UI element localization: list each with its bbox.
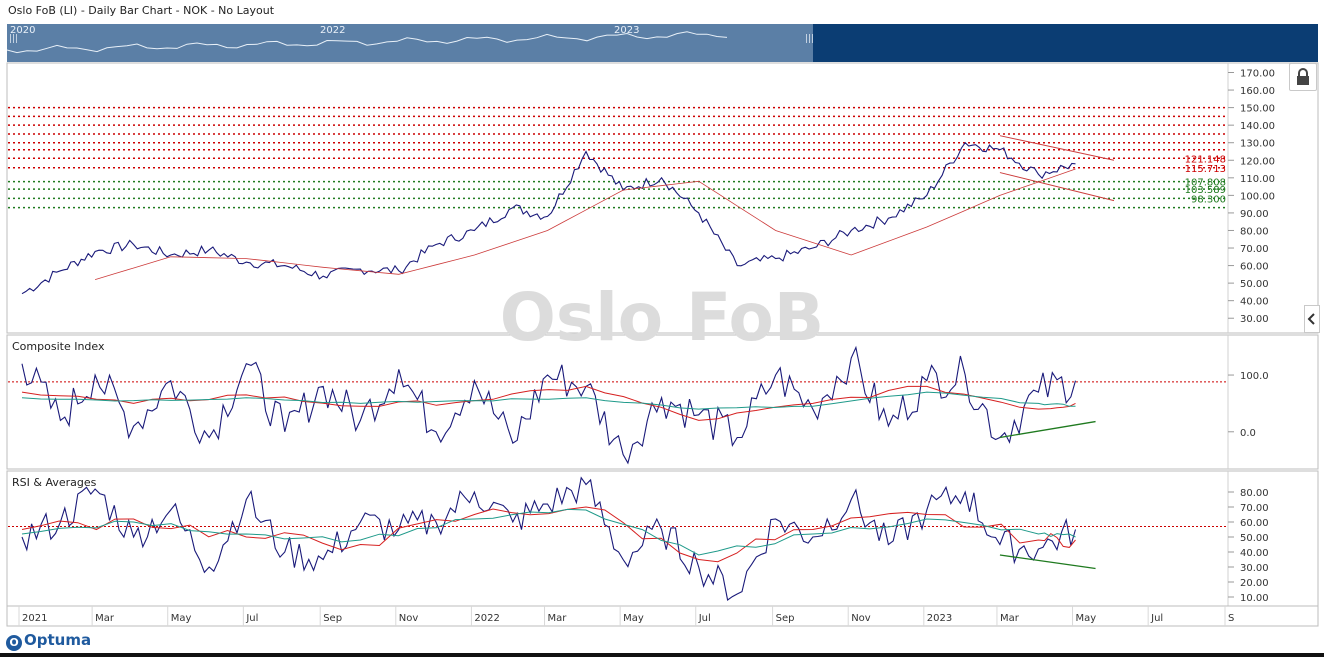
chevron-left-icon bbox=[1307, 313, 1315, 325]
time-label: 2022 bbox=[474, 613, 499, 624]
time-label: Jul bbox=[245, 613, 258, 624]
optuma-icon: O bbox=[6, 635, 22, 651]
time-label: Sep bbox=[776, 613, 795, 624]
time-axis: 2021 Mar May Jul Sep Nov 2022 Mar May Jul Sep Nov 20… bbox=[6, 605, 1319, 627]
time-label: May bbox=[171, 613, 192, 624]
navigator-sparkline bbox=[7, 31, 728, 54]
composite-panel: 100.0 0.0 Composite Index bbox=[8, 340, 1269, 465]
level-label: 103.589 bbox=[1185, 185, 1226, 196]
time-label: Mar bbox=[95, 613, 115, 624]
y-tick-label: 140.00 bbox=[1240, 121, 1275, 132]
panel-title: Composite Index bbox=[12, 340, 105, 353]
y-tick-label: 50.00 bbox=[1240, 533, 1269, 544]
brand-name: Optuma bbox=[24, 631, 92, 649]
y-tick-label: 80.00 bbox=[1240, 488, 1269, 499]
y-tick-label: 70.00 bbox=[1240, 244, 1269, 255]
y-tick-label: 160.00 bbox=[1240, 86, 1275, 97]
time-label: Sep bbox=[323, 613, 342, 624]
divergence-line bbox=[999, 554, 1096, 570]
time-axis-frame bbox=[6, 605, 1319, 627]
moving-average-line bbox=[94, 168, 1076, 280]
channel-upper bbox=[999, 135, 1115, 161]
time-label: Nov bbox=[851, 613, 871, 624]
panel-frame bbox=[6, 334, 1319, 470]
panel-frame bbox=[6, 62, 1319, 334]
rsi-panel: 80.00 70.00 60.00 50.00 40.00 30.00 20.00 10.00… bbox=[8, 476, 1269, 604]
price-panel: 170.00 160.00 150.00 140.00 130.00 120.00 110.… bbox=[8, 69, 1275, 325]
navigator-year-label: 2020 bbox=[10, 25, 36, 36]
fast-average-line bbox=[21, 506, 1076, 563]
y-tick-label: 60.00 bbox=[1240, 518, 1269, 529]
lock-button[interactable] bbox=[1289, 63, 1317, 91]
y-tick-label: 0.0 bbox=[1240, 428, 1256, 439]
y-tick-label: 50.00 bbox=[1240, 279, 1269, 290]
time-label: 2023 bbox=[927, 613, 952, 624]
rsi-line bbox=[21, 476, 1077, 601]
y-tick-label: 10.00 bbox=[1240, 593, 1269, 604]
composite-line bbox=[21, 345, 1077, 465]
navigator-year-label: 2023 bbox=[614, 25, 640, 36]
y-tick-label: 120.00 bbox=[1240, 156, 1275, 167]
y-tick-label: 100.0 bbox=[1240, 371, 1269, 382]
divergence-line bbox=[999, 420, 1096, 439]
navigator-window[interactable]: 2020 2022 2023 ||| ||| bbox=[7, 24, 815, 62]
time-label: S bbox=[1228, 613, 1234, 624]
level-label: 121.148 bbox=[1185, 154, 1226, 165]
time-label: Mar bbox=[548, 613, 568, 624]
level-label: 98.300 bbox=[1191, 194, 1226, 205]
y-tick-label: 170.00 bbox=[1240, 69, 1275, 80]
time-label: Jul bbox=[698, 613, 711, 624]
y-tick-label: 30.00 bbox=[1240, 314, 1269, 325]
y-tick-label: 70.00 bbox=[1240, 503, 1269, 514]
y-tick-label: 80.00 bbox=[1240, 226, 1269, 237]
y-tick-label: 110.00 bbox=[1240, 174, 1275, 185]
time-label: Jul bbox=[1150, 613, 1163, 624]
watermark: Oslo FoB bbox=[500, 279, 824, 356]
y-tick-label: 130.00 bbox=[1240, 139, 1275, 150]
brand-logo: O Optuma bbox=[6, 631, 91, 651]
slow-average-line bbox=[21, 391, 1076, 410]
time-label: Nov bbox=[399, 613, 419, 624]
collapse-panel-button[interactable] bbox=[1304, 305, 1320, 333]
lock-icon bbox=[1297, 68, 1309, 85]
navigator-right-handle[interactable]: ||| bbox=[805, 34, 815, 44]
price-line bbox=[21, 141, 1076, 295]
chart-title: Oslo FoB (LI) - Daily Bar Chart - NOK - … bbox=[8, 4, 275, 17]
slow-average-line bbox=[21, 508, 1076, 556]
y-tick-label: 100.00 bbox=[1240, 191, 1275, 202]
y-tick-label: 150.00 bbox=[1240, 104, 1275, 115]
navigator-left-handle[interactable]: ||| bbox=[9, 34, 19, 44]
panel-frame bbox=[6, 470, 1319, 607]
channel-lower bbox=[999, 172, 1115, 202]
time-label: May bbox=[1076, 613, 1097, 624]
time-label: 2021 bbox=[22, 613, 47, 624]
level-label: 107.808 bbox=[1185, 178, 1226, 189]
y-tick-label: 40.00 bbox=[1240, 548, 1269, 559]
y-tick-label: 90.00 bbox=[1240, 209, 1269, 220]
timeline-navigator[interactable]: 2020 2022 2023 ||| ||| bbox=[7, 24, 1318, 62]
navigator-year-label: 2022 bbox=[320, 25, 346, 36]
level-label: 115.713 bbox=[1185, 164, 1226, 175]
footer-bar bbox=[0, 653, 1324, 657]
y-tick-label: 40.00 bbox=[1240, 297, 1269, 308]
y-tick-label: 30.00 bbox=[1240, 563, 1269, 574]
y-tick-label: 20.00 bbox=[1240, 578, 1269, 589]
time-label: Mar bbox=[1000, 613, 1020, 624]
panel-title: RSI & Averages bbox=[12, 476, 97, 489]
y-tick-label: 60.00 bbox=[1240, 262, 1269, 273]
time-label: May bbox=[623, 613, 644, 624]
